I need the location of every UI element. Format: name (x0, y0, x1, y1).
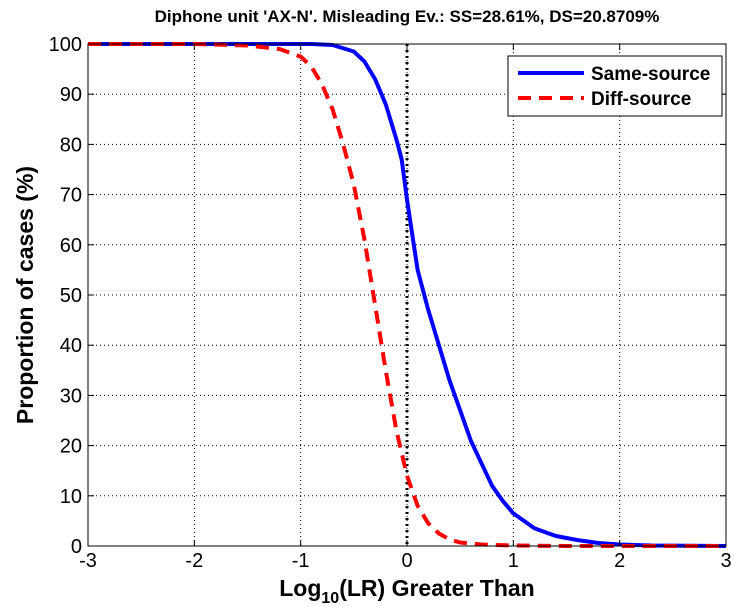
series-line-diff-source (88, 42, 726, 548)
y-tick-label: 0 (71, 536, 82, 558)
x-axis-label-base: Log (279, 575, 321, 601)
y-axis-label: Proportion of cases (%) (12, 166, 38, 424)
y-tick-label: 20 (60, 436, 82, 458)
y-tick-label: 40 (60, 335, 82, 357)
y-tick-label: 10 (60, 486, 82, 508)
y-tick-label: 100 (49, 34, 82, 56)
x-axis-label-subscript: 10 (321, 590, 339, 607)
y-tick-label: 30 (60, 385, 82, 407)
y-axis-ticks: 0 10 20 30 40 50 60 70 80 90 100 (49, 34, 726, 558)
series-line-same-source (88, 42, 727, 548)
x-axis-label-rest: (LR) Greater Than (339, 575, 535, 601)
legend-label: Diff-source (591, 89, 691, 110)
legend-box (507, 55, 723, 117)
x-tick-label: -3 (79, 550, 97, 572)
x-tick-label: 1 (508, 550, 519, 572)
x-axis-label: Log10(LR) Greater Than (279, 575, 534, 607)
y-tick-label: 70 (60, 185, 82, 207)
y-tick-label: 60 (60, 235, 82, 257)
legend: Same-source Diff-source (507, 55, 723, 117)
y-tick-label: 50 (60, 285, 82, 307)
x-tick-label: 3 (720, 550, 731, 572)
x-axis-ticks: -3 -2 -1 0 1 2 3 (79, 44, 732, 572)
series-lines (88, 42, 727, 548)
x-tick-label: -2 (185, 550, 203, 572)
chart-title: Diphone unit 'AX-N'. Misleading Ev.: SS=… (155, 7, 660, 26)
y-tick-label: 90 (60, 84, 82, 106)
x-tick-label: -1 (292, 550, 310, 572)
x-tick-label: 2 (614, 550, 625, 572)
x-tick-label: 0 (401, 550, 412, 572)
legend-label: Same-source (591, 64, 710, 85)
y-tick-label: 80 (60, 134, 82, 156)
